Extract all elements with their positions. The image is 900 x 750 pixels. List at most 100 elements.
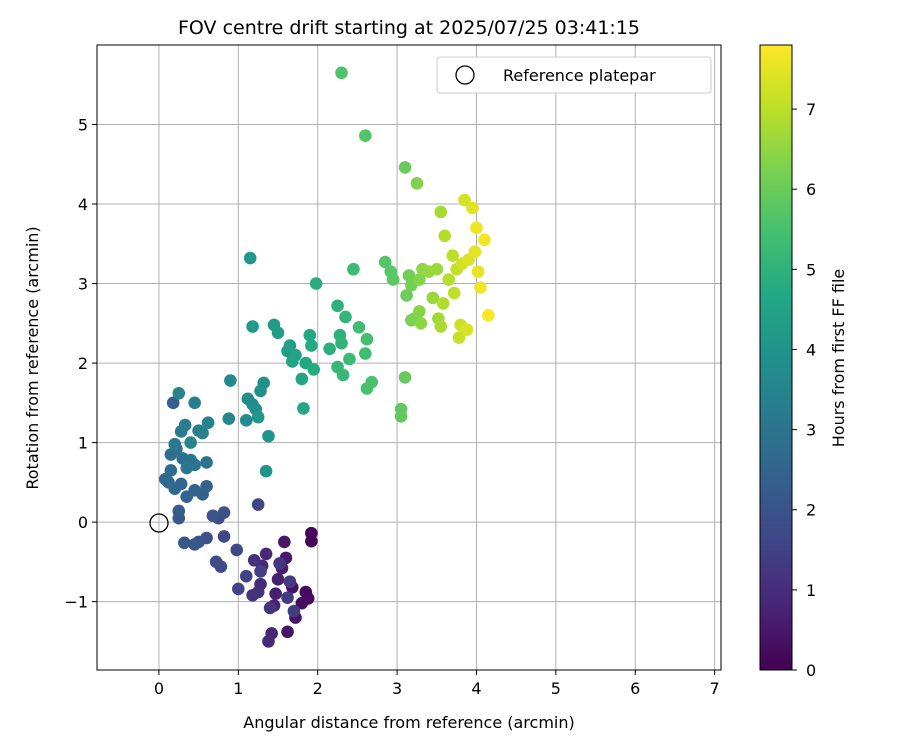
data-point xyxy=(271,573,285,586)
data-point xyxy=(323,342,336,356)
data-point xyxy=(222,412,236,426)
data-point xyxy=(482,309,495,322)
y-tick-label: 1 xyxy=(78,434,88,453)
y-tick-label: 4 xyxy=(78,195,88,214)
data-point xyxy=(281,591,294,604)
data-point xyxy=(426,291,440,305)
data-point xyxy=(471,265,485,278)
data-point xyxy=(305,339,318,352)
x-tick-label: 2 xyxy=(313,679,323,698)
data-point xyxy=(217,506,231,519)
legend-box xyxy=(436,56,712,94)
y-tick-label: 3 xyxy=(78,275,88,294)
colorbar-tick-label: 4 xyxy=(806,340,816,359)
data-point xyxy=(297,402,310,415)
grid xyxy=(97,45,721,670)
x-tick-label: 0 xyxy=(154,679,164,698)
data-point xyxy=(434,320,448,333)
y-axis-label: Rotation from reference (arcmin) xyxy=(23,226,42,489)
data-point xyxy=(246,588,259,602)
data-point xyxy=(295,372,309,386)
data-point xyxy=(400,289,413,302)
x-axis-ticks: 0 1 2 3 4 5 6 7 xyxy=(154,670,720,698)
data-point xyxy=(200,480,213,493)
colorbar-tick-label: 2 xyxy=(806,501,816,520)
data-point xyxy=(257,376,271,390)
x-axis-label: Angular distance from reference (arcmin) xyxy=(243,713,574,732)
x-tick-label: 3 xyxy=(392,679,402,698)
reference-platepar-marker xyxy=(149,513,169,533)
data-point xyxy=(458,193,471,207)
legend-entry-label: Reference platepar xyxy=(503,66,656,85)
data-point xyxy=(172,504,186,518)
data-point xyxy=(188,396,201,410)
data-point xyxy=(394,410,408,423)
y-tick-label: 5 xyxy=(78,116,88,135)
data-point xyxy=(335,336,348,350)
data-point xyxy=(414,317,428,330)
data-point xyxy=(254,565,267,578)
data-point xyxy=(343,352,356,366)
colorbar-label: Hours from first FF file xyxy=(829,269,848,448)
data-points xyxy=(158,66,495,648)
data-point xyxy=(413,305,426,318)
data-point xyxy=(446,249,459,263)
data-point xyxy=(478,233,491,247)
data-point xyxy=(283,575,297,589)
data-point xyxy=(209,555,223,569)
data-point xyxy=(224,374,237,387)
data-point xyxy=(470,221,483,235)
data-point xyxy=(166,396,180,410)
data-point xyxy=(434,205,448,219)
data-point xyxy=(460,323,474,336)
data-point xyxy=(201,416,215,430)
data-point xyxy=(239,414,253,427)
data-point xyxy=(305,534,318,548)
data-point xyxy=(262,429,275,443)
data-point xyxy=(262,635,275,648)
data-point xyxy=(206,509,220,523)
data-point xyxy=(283,339,297,352)
data-point xyxy=(172,386,186,400)
data-point xyxy=(447,286,461,300)
x-tick-label: 6 xyxy=(630,679,640,698)
data-point xyxy=(335,66,348,80)
data-point xyxy=(278,535,291,549)
data-point xyxy=(184,436,197,449)
y-axis-ticks: −1 0 1 2 3 4 5 xyxy=(64,116,97,612)
data-point xyxy=(352,320,366,334)
data-point xyxy=(359,129,372,142)
y-tick-label: 2 xyxy=(78,354,88,373)
data-point xyxy=(474,281,487,294)
data-point xyxy=(307,363,321,376)
plot-frame xyxy=(96,44,722,671)
data-point xyxy=(398,371,412,384)
data-point xyxy=(168,437,182,451)
x-tick-label: 7 xyxy=(710,679,720,698)
data-point xyxy=(336,368,350,382)
data-point xyxy=(365,375,378,389)
data-point xyxy=(271,326,285,340)
colorbar-ticks: 0 1 2 3 4 5 6 7 xyxy=(792,100,816,680)
data-point xyxy=(178,418,192,432)
data-point xyxy=(239,569,253,583)
data-point xyxy=(386,273,400,286)
data-point xyxy=(259,464,273,478)
data-point xyxy=(263,601,277,615)
data-point xyxy=(188,538,201,551)
y-tick-label: −1 xyxy=(64,593,88,612)
data-point xyxy=(398,161,412,174)
data-point xyxy=(178,536,191,550)
data-point xyxy=(196,426,209,440)
data-point xyxy=(217,530,231,543)
x-tick-label: 1 xyxy=(233,679,243,698)
data-point xyxy=(295,596,309,610)
data-point xyxy=(402,269,416,282)
data-point xyxy=(230,543,244,557)
data-point xyxy=(180,490,194,503)
data-point xyxy=(438,229,452,243)
data-point xyxy=(247,553,261,567)
data-point xyxy=(378,255,392,269)
colorbar-tick-label: 7 xyxy=(806,100,816,119)
